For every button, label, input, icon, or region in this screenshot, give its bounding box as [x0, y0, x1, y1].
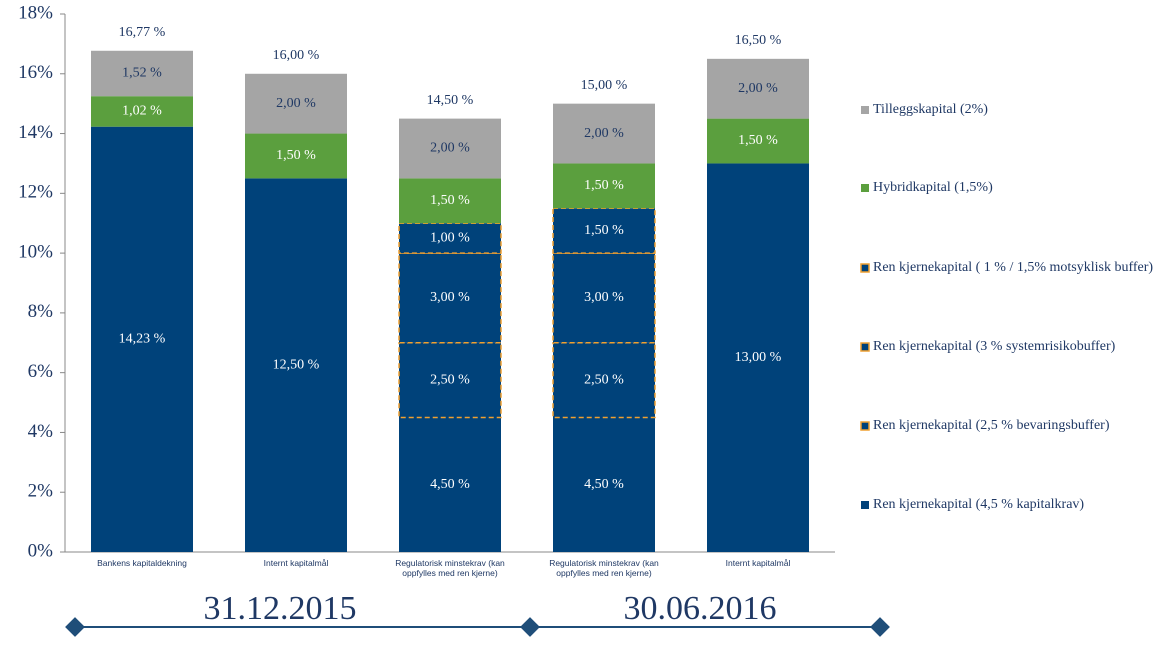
bar-segment [707, 118, 809, 164]
bar-segment [553, 417, 655, 552]
bar-segment [399, 118, 501, 179]
period-label: 30.06.2016 [624, 590, 777, 627]
legend-label: Ren kjernekapital (2,5 % bevaringsbuffer… [873, 418, 1110, 433]
legend-label: Ren kjernekapital (3 % systemrisikobuffe… [873, 339, 1116, 354]
bar-segment [553, 163, 655, 209]
x-tick-label-box: Internt kapitalmål [263, 558, 329, 568]
legend-marker [860, 421, 870, 431]
y-tick-label: 18% [18, 2, 53, 23]
legend-label-box: Ren kjernekapital (4,5 % kapitalkrav) [873, 497, 1085, 512]
y-tick-label: 2% [28, 481, 54, 502]
value-label: 2,00 % [738, 81, 778, 96]
bar-segment [91, 96, 193, 127]
x-tick-label: Bankens kapitaldekning [97, 558, 187, 568]
legend-label-box: Hybridkapital (1,5%) [873, 180, 993, 195]
y-tick-label: 8% [28, 301, 54, 322]
total-label: 15,00 % [581, 78, 628, 93]
legend-label-box: Ren kjernekapital ( 1 % / 1,5% motsyklis… [873, 260, 1154, 275]
value-label: 1,50 % [584, 178, 624, 193]
x-tick-label: Internt kapitalmål [725, 558, 791, 568]
bar-segment [707, 58, 809, 119]
bar-segment [399, 178, 501, 224]
bar-segment [552, 207, 656, 254]
timeline-marker [870, 617, 890, 637]
x-tick-label-box: Internt kapitalmål [725, 558, 791, 568]
y-tick-label: 6% [28, 361, 54, 382]
legend-label: Ren kjernekapital ( 1 % / 1,5% motsyklis… [873, 260, 1154, 275]
value-label: 1,00 % [430, 230, 470, 245]
legend-label-box: Ren kjernekapital (3 % systemrisikobuffe… [873, 339, 1116, 354]
total-label: 16,00 % [273, 48, 320, 63]
x-tick-label: Regulatorisk minstekrav (kan oppfylles m… [549, 558, 659, 578]
y-tick-label: 14% [18, 122, 53, 143]
legend-label: Hybridkapital (1,5%) [873, 180, 993, 195]
value-label: 2,00 % [430, 141, 470, 156]
period-label: 31.12.2015 [204, 590, 357, 627]
x-tick-label-box: Bankens kapitaldekning [97, 558, 187, 568]
value-label: 3,00 % [430, 290, 470, 305]
x-tick-label-box: Regulatorisk minstekrav (kan oppfylles m… [395, 558, 505, 578]
legend-label: Ren kjernekapital (4,5 % kapitalkrav) [873, 497, 1085, 512]
legend-marker [860, 263, 870, 273]
bar-segment [245, 178, 347, 552]
value-label: 1,50 % [584, 223, 624, 238]
bar-segment [552, 252, 656, 344]
total-label: 14,50 % [427, 93, 474, 108]
value-label: 2,50 % [584, 372, 624, 387]
value-label: 3,00 % [584, 290, 624, 305]
y-tick-label: 10% [18, 241, 53, 262]
value-label: 1,52 % [122, 66, 162, 81]
timeline-marker [520, 617, 540, 637]
x-tick-label: Internt kapitalmål [263, 558, 329, 568]
total-label: 16,77 % [119, 25, 166, 40]
value-label: 14,23 % [119, 332, 166, 347]
value-label: 2,00 % [584, 126, 624, 141]
bar-segment [399, 417, 501, 552]
legend-label-box: Tilleggskapital (2%) [873, 102, 988, 117]
y-tick-label: 0% [28, 540, 54, 561]
bar-segment [245, 73, 347, 134]
value-label: 1,50 % [738, 133, 778, 148]
bar-segment [553, 103, 655, 164]
legend-marker [860, 342, 870, 352]
bar-segment [398, 222, 502, 254]
timeline-marker [65, 617, 85, 637]
bar-segment [398, 252, 502, 344]
value-label: 13,00 % [735, 350, 782, 365]
value-label: 2,50 % [430, 372, 470, 387]
value-label: 1,02 % [122, 104, 162, 119]
legend-marker [861, 106, 869, 114]
value-label: 1,50 % [276, 148, 316, 163]
value-label: 4,50 % [584, 477, 624, 492]
bar-segment [91, 126, 193, 552]
x-tick-label-box: Regulatorisk minstekrav (kan oppfylles m… [549, 558, 659, 578]
y-tick-label: 12% [18, 182, 53, 203]
bar-segment [91, 50, 193, 97]
legend-marker [861, 184, 869, 192]
value-label: 12,50 % [273, 357, 320, 372]
y-tick-label: 4% [28, 421, 54, 442]
y-tick-label: 16% [18, 62, 53, 83]
legend-marker [861, 501, 869, 509]
value-label: 4,50 % [430, 477, 470, 492]
bar-segment [552, 342, 656, 419]
value-label: 1,50 % [430, 193, 470, 208]
value-label: 2,00 % [276, 96, 316, 111]
x-tick-label: Regulatorisk minstekrav (kan oppfylles m… [395, 558, 505, 578]
legend-label-box: Ren kjernekapital (2,5 % bevaringsbuffer… [873, 418, 1110, 433]
bar-segment [707, 163, 809, 552]
bar-segment [245, 133, 347, 179]
legend-label: Tilleggskapital (2%) [873, 102, 988, 117]
total-label: 16,50 % [735, 33, 782, 48]
